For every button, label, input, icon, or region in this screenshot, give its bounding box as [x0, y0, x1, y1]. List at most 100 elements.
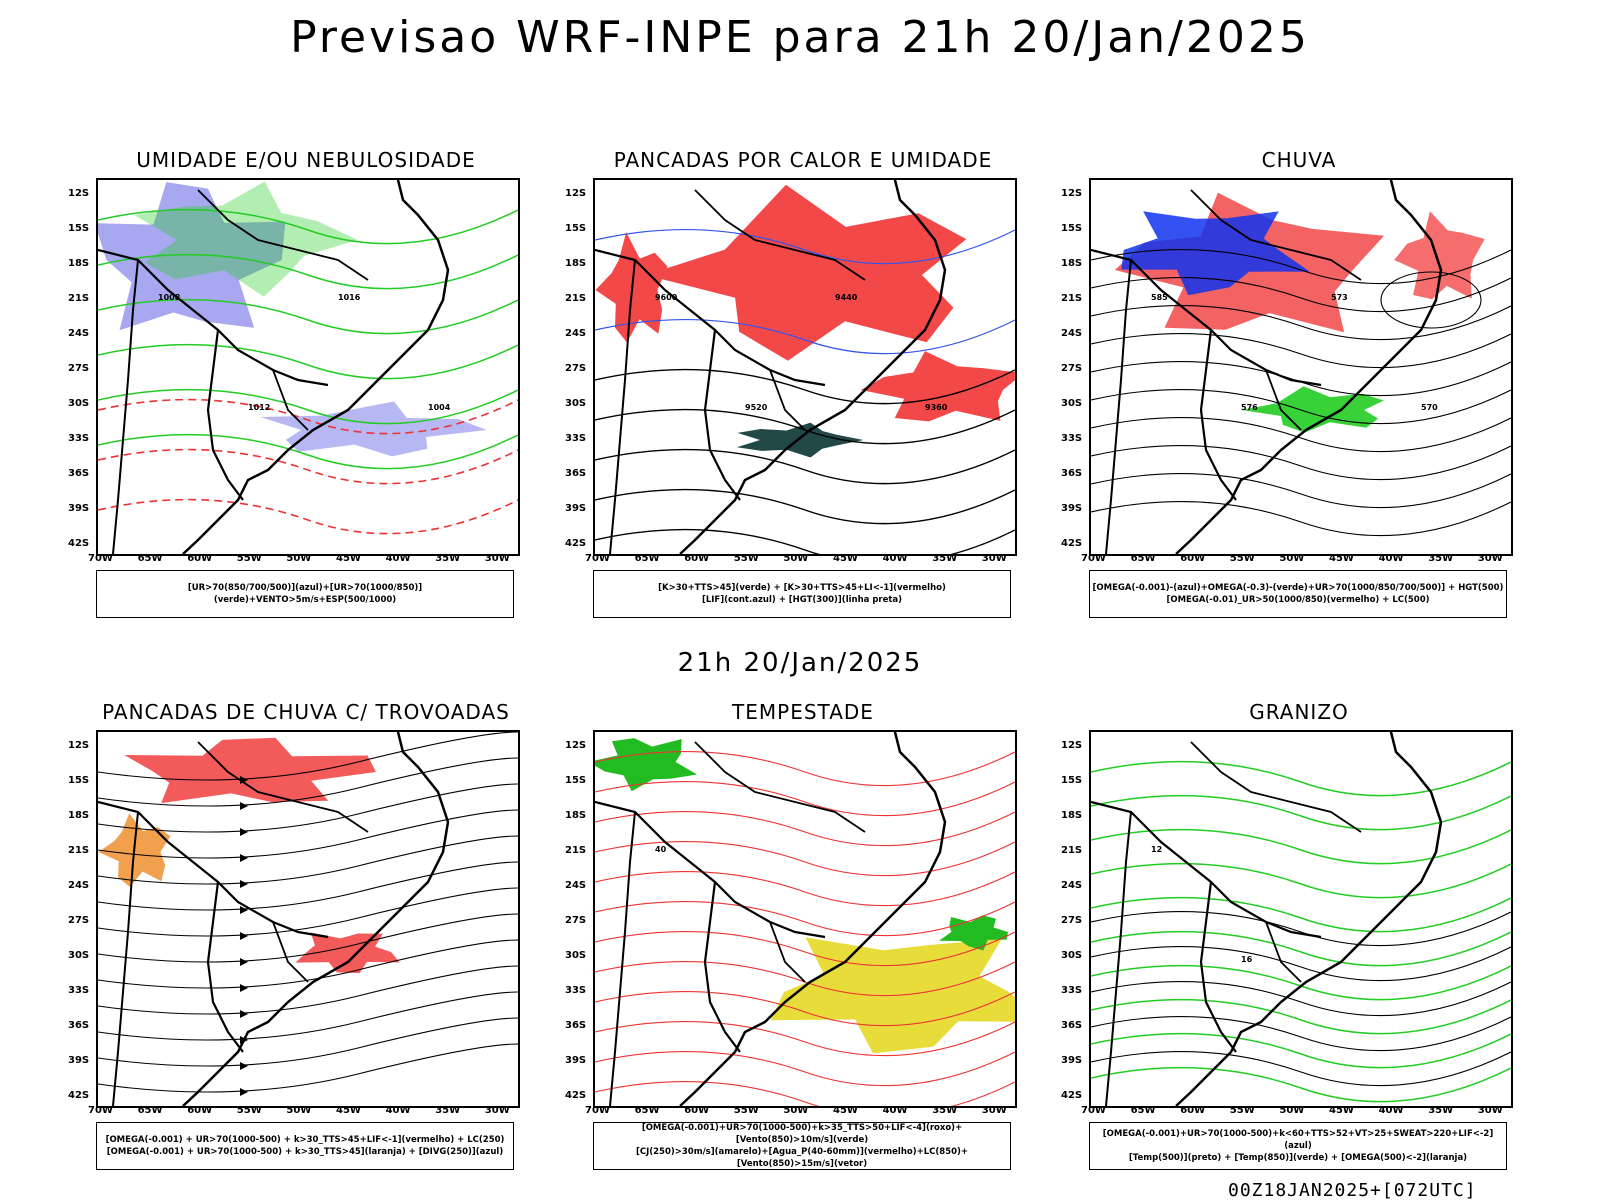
geopotential-contour: [595, 368, 1015, 405]
thickness-contour: [98, 498, 518, 535]
lat-tick-label: 36S: [68, 468, 90, 479]
lat-tick-label: 27S: [1061, 915, 1083, 926]
temp500-contour: [1091, 1016, 1511, 1052]
lat-tick-label: 33S: [1061, 433, 1083, 444]
contour-label: 573: [1331, 293, 1348, 302]
lat-tick-label: 30S: [565, 398, 587, 409]
thunderstorm-area: [295, 932, 400, 974]
lat-tick-label: 21S: [68, 293, 90, 304]
humidity-upper-area: [98, 182, 286, 331]
map-panel[interactable]: 9600 9520 9440 9360: [593, 178, 1017, 556]
lif-contour: [595, 319, 1015, 355]
map-panel[interactable]: [96, 730, 520, 1108]
thunderstorm-area: [124, 737, 376, 804]
water-contour: [595, 1051, 1015, 1087]
geopotential-contour: [1091, 277, 1511, 313]
lat-tick-label: 15S: [1061, 223, 1083, 234]
lat-tick-label: 39S: [68, 1055, 90, 1066]
lat-tick-label: 36S: [1061, 1020, 1083, 1031]
lon-tick-label: 40W: [1378, 553, 1404, 564]
lat-tick-label: 39S: [68, 503, 90, 514]
geopotential-contour: [595, 528, 1015, 554]
legend-line: [LIF](cont.azul) + [HGT(300)](linha pret…: [701, 595, 903, 605]
lon-tick-label: 35W: [1428, 1105, 1454, 1116]
state-border: [272, 369, 309, 431]
lon-tick-label: 30W: [1477, 553, 1503, 564]
panel-legend: [OMEGA(-0.001)+UR>70(1000-500)+k<60+TTS>…: [1089, 1122, 1507, 1170]
temp500-contour: [1091, 1051, 1511, 1087]
geopotential-contour: [595, 488, 1015, 525]
lat-tick-label: 42S: [68, 538, 90, 549]
state-border: [1190, 741, 1362, 833]
lon-tick-label: 70W: [1081, 553, 1106, 564]
legend-line: [OMEGA(-0.001) + UR>70(1000-500) + k>30_…: [106, 1147, 504, 1157]
map-panel[interactable]: 1008 1012 1016 1004: [96, 178, 520, 556]
water-contour: [595, 901, 1015, 937]
lat-tick-label: 24S: [565, 328, 587, 339]
lon-tick-label: 35W: [435, 1105, 461, 1116]
lat-tick-label: 36S: [565, 1020, 587, 1031]
lat-tick-label: 21S: [565, 293, 587, 304]
lat-tick-label: 33S: [1061, 985, 1083, 996]
lif-contour: [595, 229, 1015, 265]
water-contour: [595, 781, 1015, 817]
water-contour: [595, 751, 1015, 787]
legend-line: [Temp(500)](preto) + [Temp(850)](verde) …: [1128, 1153, 1468, 1163]
streamline: [98, 1043, 518, 1093]
streamline: [98, 887, 518, 937]
geopotential-contour: [1091, 305, 1511, 341]
lat-tick-label: 15S: [68, 223, 90, 234]
lon-tick-label: 60W: [1180, 553, 1206, 564]
lon-tick-label: 40W: [882, 1105, 908, 1116]
state-border: [769, 921, 806, 983]
legend-line: [OMEGA(-0.001)+UR>70(1000-500)+k>35_TTS>…: [641, 1123, 963, 1145]
contour-label: 9520: [745, 403, 768, 412]
panel-legend: [OMEGA(-0.001)+UR>70(1000-500)+k>35_TTS>…: [593, 1122, 1011, 1170]
lon-tick-label: 60W: [1180, 1105, 1206, 1116]
coastline: [679, 732, 947, 1106]
lat-tick-label: 12S: [68, 188, 90, 199]
water-contour: [595, 871, 1015, 907]
lat-tick-label: 21S: [565, 845, 587, 856]
lat-tick-label: 15S: [565, 775, 587, 786]
contour-label: 1008: [158, 293, 181, 302]
andes-border: [609, 811, 636, 1106]
wind-area: [939, 915, 1008, 951]
temp850-contour: [1091, 998, 1511, 1035]
panel-title: CHUVA: [1261, 148, 1337, 172]
andes-border: [1105, 259, 1132, 554]
panel-legend: [OMEGA(-0.001)-(azul)+OMEGA(-0.3)-(verde…: [1089, 570, 1507, 618]
geopotential-contour: [1091, 333, 1511, 369]
country-border: [206, 329, 244, 501]
humidity-upper-area: [260, 401, 487, 457]
lat-tick-label: 36S: [1061, 468, 1083, 479]
map-panel[interactable]: 12 16: [1089, 730, 1513, 1108]
flow-arrow: [240, 880, 248, 888]
rain-area: [1121, 211, 1310, 296]
water-contour: [595, 1081, 1015, 1106]
lat-tick-label: 18S: [68, 258, 90, 269]
country-border: [206, 881, 244, 1053]
geopotential-contour: [1091, 389, 1511, 425]
streamline: [98, 809, 518, 859]
map-panel[interactable]: 40: [593, 730, 1017, 1108]
flow-arrow: [240, 802, 248, 810]
flow-arrow: [240, 906, 248, 914]
map-panel[interactable]: 585 576 573 570: [1089, 178, 1513, 556]
temp850-contour: [1091, 794, 1511, 831]
lon-tick-label: 50W: [783, 1105, 809, 1116]
lat-tick-label: 30S: [565, 950, 587, 961]
lon-tick-label: 45W: [336, 553, 361, 564]
lon-tick-label: 70W: [585, 553, 610, 564]
geopotential-contour: [595, 448, 1015, 485]
thickness-contour: [98, 448, 518, 485]
streamline: [98, 1017, 518, 1067]
lat-tick-label: 30S: [1061, 398, 1083, 409]
contour-label: 12: [1151, 845, 1162, 854]
lat-tick-label: 36S: [565, 468, 587, 479]
water-contour: [595, 811, 1015, 847]
lon-tick-label: 55W: [733, 553, 759, 564]
lat-tick-label: 18S: [68, 810, 90, 821]
contour-label: 585: [1151, 293, 1168, 302]
lat-tick-label: 24S: [1061, 880, 1083, 891]
